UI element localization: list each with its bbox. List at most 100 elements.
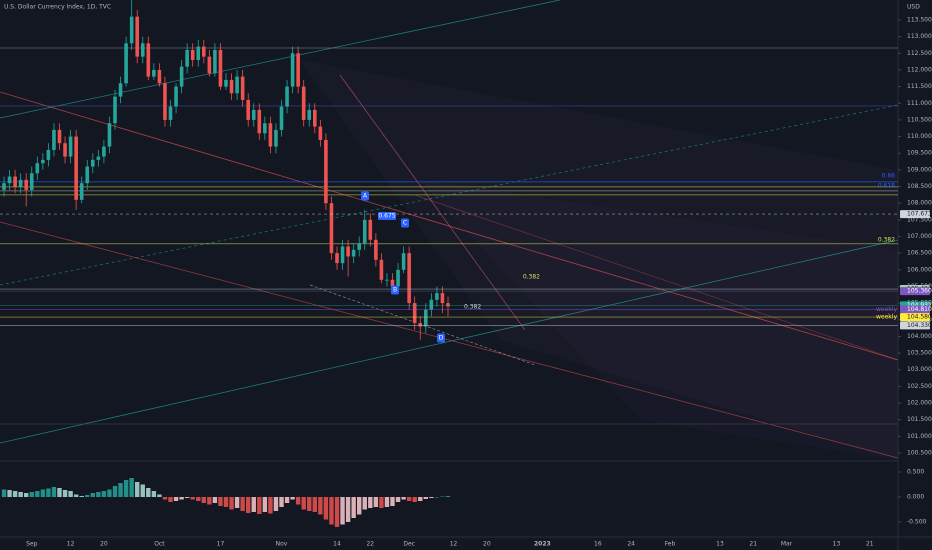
candle-body <box>368 219 373 240</box>
candle-body <box>263 123 267 134</box>
macd-bar <box>57 488 62 497</box>
x-tick-label: 12 <box>67 541 75 548</box>
candle-body <box>290 53 295 87</box>
candle-body <box>113 96 117 124</box>
macd-bar <box>40 489 46 497</box>
candle-body <box>196 46 201 60</box>
macd-bar <box>279 497 284 507</box>
fib-box <box>378 212 396 220</box>
macd-bar <box>107 489 112 497</box>
candle-body <box>251 109 256 120</box>
candle-body <box>340 246 345 264</box>
x-tick-label: Feb <box>665 541 676 548</box>
candle-body <box>168 106 173 120</box>
candle-body <box>68 136 73 157</box>
candle-body <box>35 163 40 174</box>
macd-bar <box>173 497 179 501</box>
macd-bar <box>384 497 390 507</box>
macd-bar <box>395 497 401 502</box>
macd-bar <box>24 493 29 497</box>
macd-bar <box>423 497 428 499</box>
annotation-label: B <box>393 287 397 294</box>
candle-body <box>412 303 417 324</box>
macd-bar <box>29 492 34 497</box>
candle-body <box>296 53 300 87</box>
macd-bar <box>85 495 90 497</box>
fib-label: 0.675 <box>378 213 395 220</box>
y-tick-label: 100.500 <box>907 450 932 457</box>
candle-body <box>57 129 62 144</box>
macd-bar <box>345 497 351 522</box>
candle-body <box>7 176 12 184</box>
candle-body <box>224 79 228 87</box>
chart-title: U.S. Dollar Currency Index, 1D, TVC <box>4 4 111 11</box>
macd-bar <box>290 497 295 500</box>
y-tick-label: 108.000 <box>907 200 932 207</box>
macd-bar <box>129 478 134 497</box>
candle-body <box>152 69 156 77</box>
fib-label: 0.382 <box>464 304 481 311</box>
candle-body <box>268 123 273 147</box>
candle-body <box>346 246 350 257</box>
macd-bar <box>295 497 301 505</box>
macd-bar <box>357 497 362 515</box>
candle-body <box>213 49 217 74</box>
drawings <box>0 0 898 460</box>
candle-body <box>29 173 34 190</box>
price-tag-label: 104.330 <box>907 322 932 329</box>
candle-body <box>274 129 278 147</box>
macd-bar <box>101 491 107 497</box>
macd-bar <box>168 497 173 502</box>
y-tick-label: 102.000 <box>907 400 932 407</box>
candle-body <box>157 69 162 84</box>
y-tick-label: 101.500 <box>907 416 932 423</box>
macd-bar <box>284 497 290 503</box>
x-tick-label: 20 <box>483 541 491 548</box>
macd-bar <box>268 497 273 514</box>
candle-body <box>357 243 361 250</box>
macd-bar <box>445 496 451 497</box>
y-tick-label: 106.500 <box>907 250 932 257</box>
macd-bar <box>184 497 190 498</box>
macd-bar <box>62 490 68 497</box>
price-tag <box>900 305 930 314</box>
macd-bar <box>412 497 417 502</box>
candle-body <box>79 183 84 200</box>
macd-bar <box>196 497 201 501</box>
candle-body <box>24 179 28 190</box>
y-tick-label: 0.000 <box>907 494 924 501</box>
macd-bar <box>312 497 317 512</box>
macd-bar <box>429 497 434 498</box>
macd-bar <box>368 497 373 508</box>
candle-body <box>313 109 317 127</box>
macd-bar <box>112 486 118 497</box>
candle-body <box>229 79 234 94</box>
x-tick-label: 20 <box>100 541 108 548</box>
candle-body <box>135 16 139 57</box>
candle-body <box>85 166 90 184</box>
macd-bar <box>234 497 240 508</box>
candle-body <box>202 46 206 57</box>
macd-bar <box>379 497 384 508</box>
price-tag <box>900 313 930 322</box>
candle-body <box>107 123 112 147</box>
candle-body <box>440 293 445 304</box>
candle-body <box>235 76 239 94</box>
price-tag-label: 107.673 <box>907 211 932 218</box>
candle-body <box>418 323 423 327</box>
candle-body <box>124 43 128 84</box>
macd-bar <box>401 497 406 500</box>
y-tick-label: 108.500 <box>907 183 932 190</box>
candle-body <box>429 299 434 310</box>
candle-body <box>46 149 51 160</box>
macd-bar <box>207 497 212 505</box>
candle-body <box>2 183 6 190</box>
candle-body <box>396 269 400 287</box>
candle-body <box>401 253 406 270</box>
x-tick-label: 13 <box>716 541 724 548</box>
candle-body <box>129 16 134 44</box>
macd-bar <box>301 497 306 510</box>
macd-bar <box>273 497 279 511</box>
